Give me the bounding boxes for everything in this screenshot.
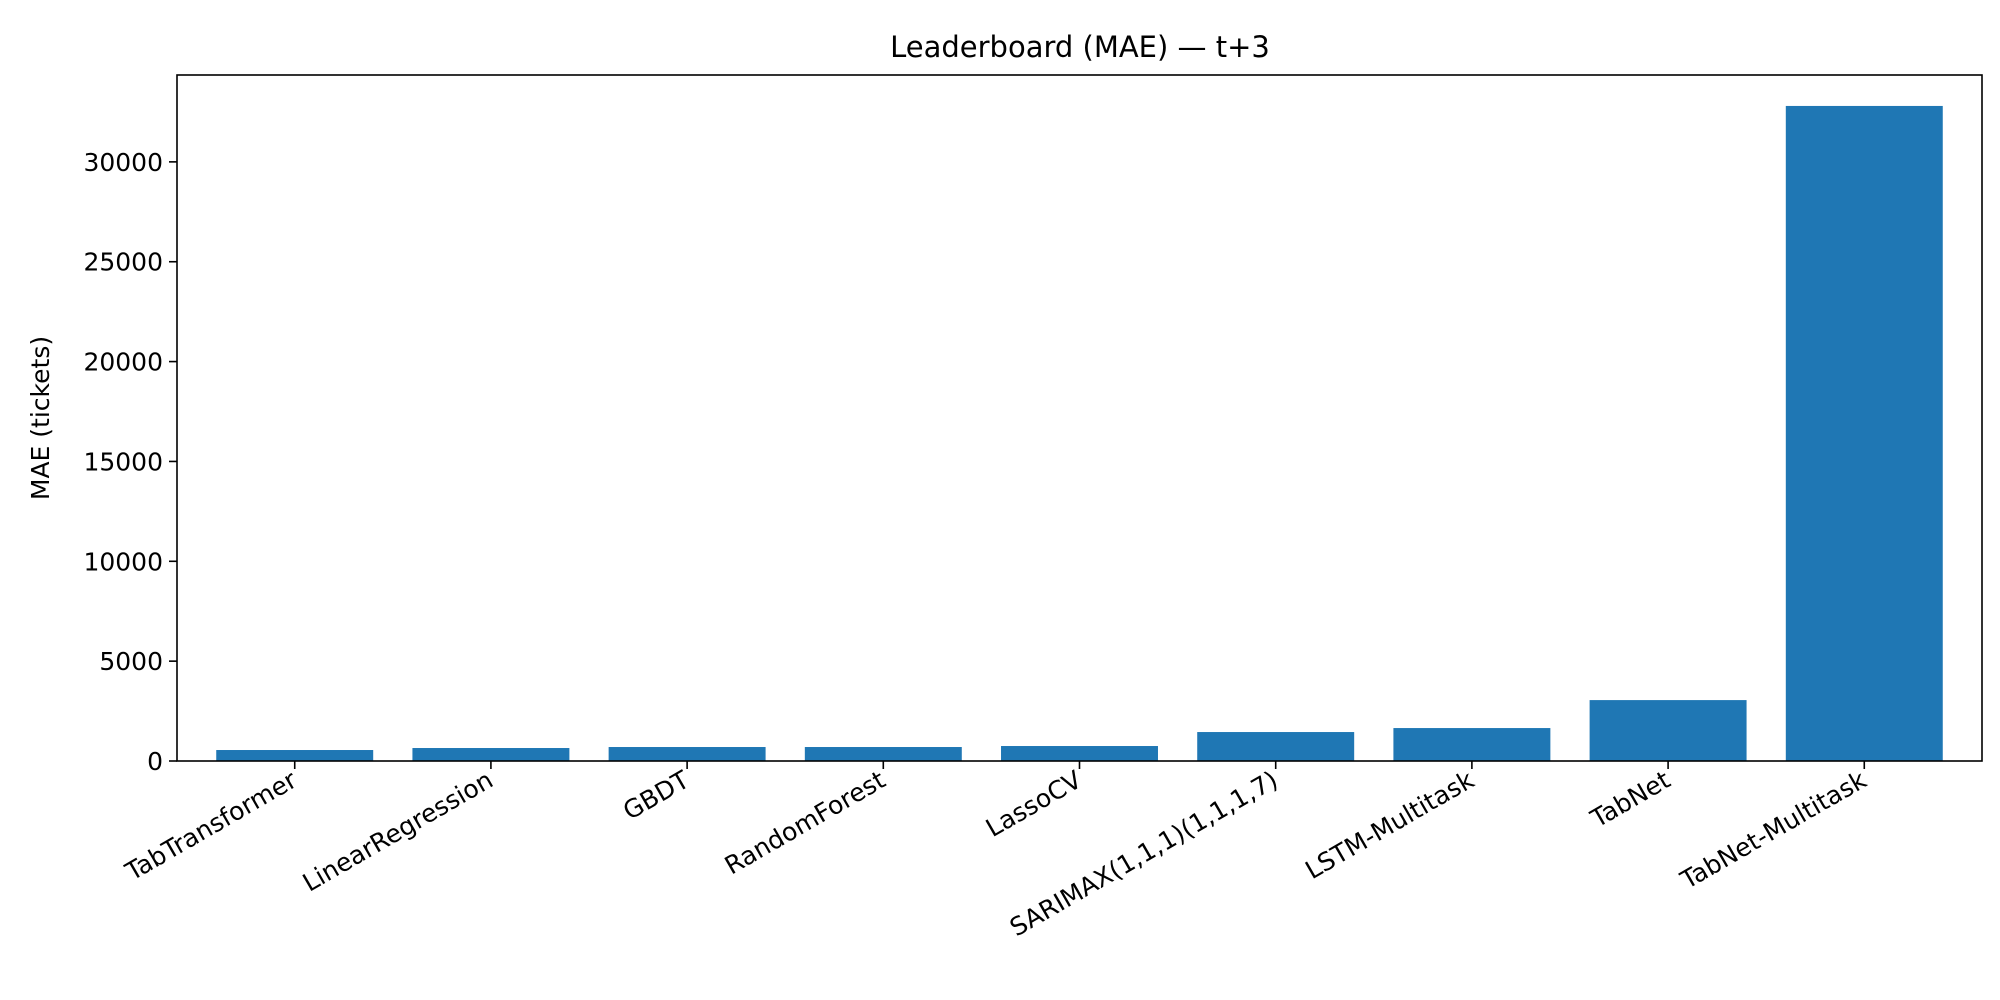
- y-tick-label: 15000: [83, 447, 163, 476]
- bar: [1001, 746, 1158, 761]
- y-tick-label: 5000: [99, 647, 163, 676]
- y-axis-ticks: 0 5000 10000 15000 20000 25000 30000: [83, 148, 177, 776]
- bar: [216, 750, 374, 761]
- y-tick-label: 10000: [83, 547, 163, 576]
- chart-title: Leaderboard (MAE) — t+3: [890, 30, 1270, 64]
- y-tick-label: 30000: [83, 148, 163, 177]
- bar: [804, 747, 962, 761]
- y-tick-label: 20000: [83, 348, 163, 377]
- bar: [1393, 728, 1551, 761]
- bar: [608, 747, 766, 761]
- plot-frame: [176, 74, 1983, 762]
- bar: [1785, 105, 1943, 761]
- y-axis-label: MAE (tickets): [26, 336, 55, 500]
- bars-group: [216, 105, 1943, 761]
- bar: [1197, 732, 1355, 761]
- bar: [412, 748, 570, 761]
- bar: [1589, 700, 1747, 761]
- y-tick-label: 25000: [83, 248, 163, 277]
- y-tick-label: 0: [147, 747, 163, 776]
